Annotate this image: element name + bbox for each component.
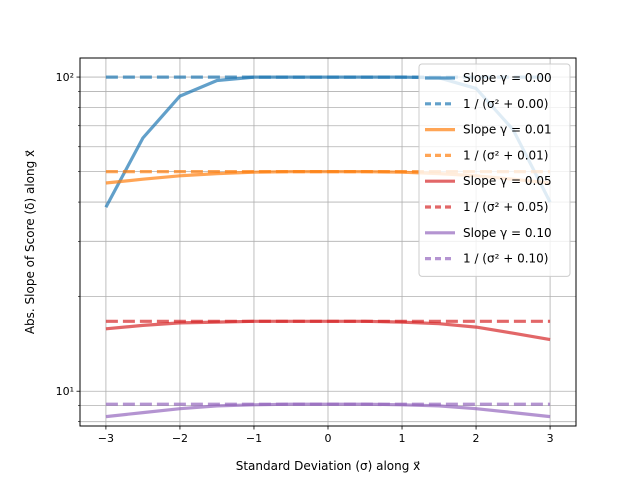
x-tick-label: 3	[547, 432, 554, 445]
x-tick-label: 1	[399, 432, 406, 445]
legend-entry-label: 1 / (σ² + 0.10)	[463, 252, 549, 266]
legend-entry-label: Slope γ = 0.01	[463, 123, 552, 137]
x-tick-label: −1	[246, 432, 262, 445]
legend: Slope γ = 0.00 1 / (σ² + 0.00) Slope γ = 0…	[418, 63, 571, 277]
x-tick-label: 0	[325, 432, 332, 445]
legend-entry-label: Slope γ = 0.00	[463, 71, 552, 85]
legend-entry-label: Slope γ = 0.10	[463, 226, 552, 240]
x-tick-label: −3	[98, 432, 114, 445]
legend-entry-label: 1 / (σ² + 0.00)	[463, 97, 549, 111]
y-tick-label: 10¹	[56, 385, 74, 398]
legend-entry-label: Slope γ = 0.05	[463, 174, 552, 188]
x-axis-label: Standard Deviation (σ) along x⃗	[236, 459, 421, 473]
legend-entry-label: 1 / (σ² + 0.05)	[463, 200, 549, 214]
legend-box	[418, 63, 571, 277]
x-tick-label: 2	[473, 432, 480, 445]
legend-entry-label: 1 / (σ² + 0.01)	[463, 148, 549, 162]
y-tick-label: 10²	[56, 71, 74, 84]
axis-ticks: −3 −2 −1 0 1 2 3 10¹ 10²	[56, 71, 554, 445]
x-tick-label: −2	[172, 432, 188, 445]
y-axis-label: Abs. Slope of Score (δ) along x⃗	[23, 150, 37, 334]
